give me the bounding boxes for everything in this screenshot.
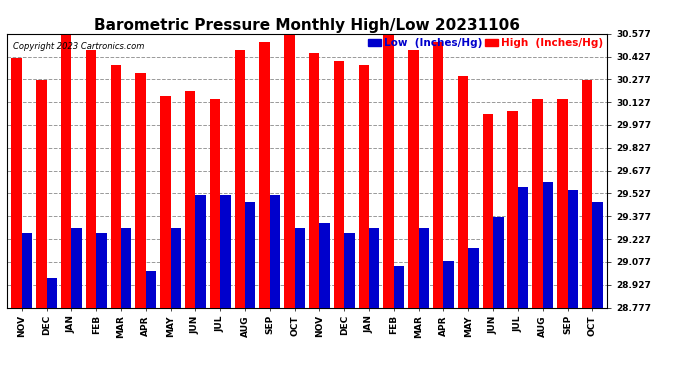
Bar (259, 42, 270, 308)
Bar (493, 217, 504, 308)
Bar (384, 35, 394, 308)
Bar (245, 202, 255, 308)
Bar (61, 35, 71, 308)
Legend: Low  (Inches/Hg), High  (Inches/Hg): Low (Inches/Hg), High (Inches/Hg) (364, 34, 607, 52)
Bar (592, 202, 603, 308)
Bar (444, 261, 454, 308)
Bar (185, 91, 195, 308)
Bar (220, 195, 230, 308)
Bar (135, 73, 146, 308)
Bar (557, 99, 567, 308)
Bar (170, 228, 181, 308)
Bar (270, 195, 280, 308)
Bar (408, 50, 419, 308)
Bar (319, 224, 330, 308)
Bar (582, 81, 592, 308)
Bar (433, 42, 444, 308)
Text: Copyright 2023 Cartronics.com: Copyright 2023 Cartronics.com (13, 42, 144, 51)
Bar (419, 228, 429, 308)
Bar (518, 187, 529, 308)
Bar (344, 232, 355, 308)
Bar (235, 50, 245, 308)
Bar (469, 248, 479, 308)
Bar (86, 50, 96, 308)
Bar (567, 190, 578, 308)
Bar (160, 96, 170, 308)
Bar (36, 81, 47, 308)
Bar (458, 76, 469, 307)
Bar (47, 278, 57, 308)
Bar (71, 228, 82, 308)
Bar (210, 99, 220, 308)
Bar (309, 53, 319, 307)
Bar (483, 114, 493, 308)
Bar (359, 65, 369, 308)
Bar (334, 61, 344, 308)
Bar (195, 195, 206, 308)
Bar (11, 58, 22, 308)
Bar (295, 228, 305, 308)
Bar (22, 232, 32, 308)
Bar (146, 270, 156, 308)
Bar (110, 65, 121, 308)
Bar (96, 232, 107, 308)
Title: Barometric Pressure Monthly High/Low 20231106: Barometric Pressure Monthly High/Low 202… (94, 18, 520, 33)
Bar (507, 111, 518, 308)
Bar (284, 35, 295, 308)
Bar (543, 182, 553, 308)
Bar (532, 99, 543, 308)
Bar (369, 228, 380, 308)
Bar (121, 228, 131, 308)
Bar (394, 266, 404, 308)
